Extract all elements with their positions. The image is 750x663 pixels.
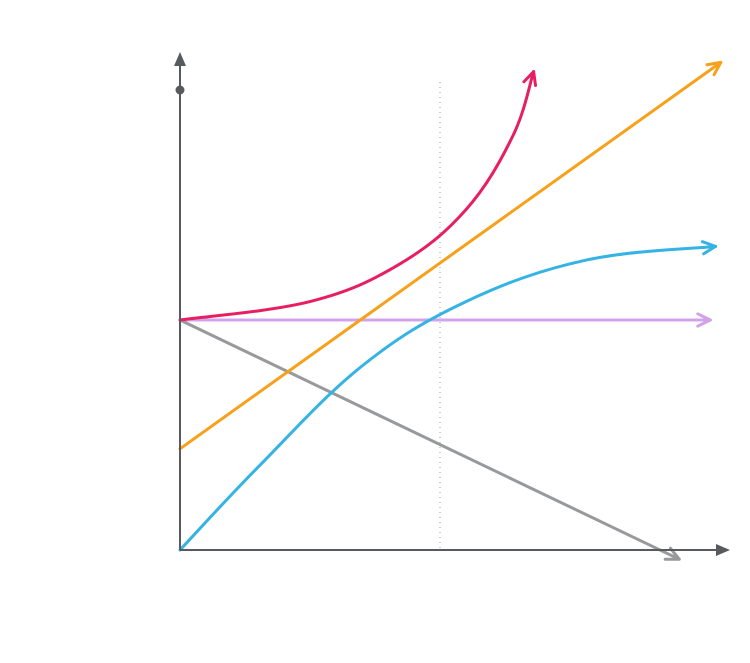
plot-area — [174, 52, 730, 559]
x-axis-arrowhead — [716, 544, 730, 556]
y-axis-arrowhead — [174, 52, 186, 66]
y-tick-dot — [176, 86, 185, 95]
curve-reverse — [180, 320, 679, 559]
curve-performance — [180, 62, 721, 448]
kano-chart — [0, 0, 750, 663]
curve-attractive — [180, 72, 534, 320]
chart-svg — [0, 0, 750, 663]
curve-must-have — [180, 246, 716, 550]
